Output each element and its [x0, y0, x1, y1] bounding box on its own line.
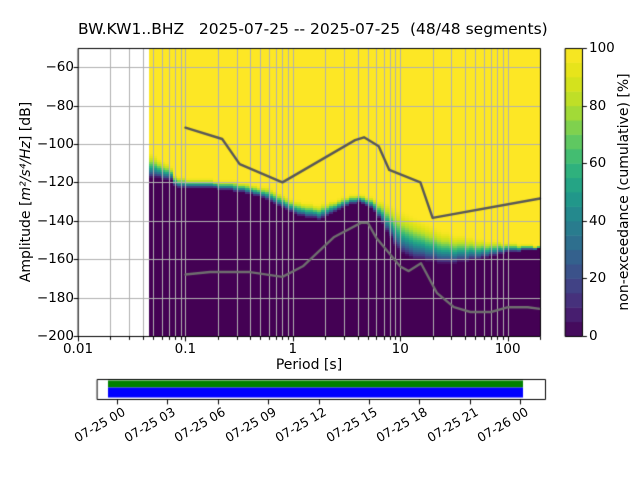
y-axis-label: Amplitude [m²/s⁴/Hz] [dB]: [18, 102, 34, 282]
x-tick-label: 10: [391, 341, 409, 357]
colorbar-tick-label: 60: [589, 155, 607, 172]
plot-title: BW.KW1..BHZ 2025-07-25 -- 2025-07-25 (48…: [78, 20, 548, 38]
x-tick-label: 0.1: [174, 341, 197, 357]
y-tick-label: −60: [45, 59, 75, 76]
colorbar-tick-label: 40: [589, 212, 607, 229]
x-tick-label: 1: [288, 341, 298, 357]
y-tick-label: −140: [36, 212, 74, 229]
colorbar-tick-label: 20: [589, 270, 607, 287]
y-axis-label-prefix: Amplitude [: [18, 200, 34, 283]
x-axis-label: Period [s]: [275, 357, 343, 373]
y-tick-label: −200: [36, 328, 74, 344]
y-tick-label: −180: [36, 289, 74, 306]
y-axis-label-suffix: ] [dB]: [18, 101, 34, 142]
y-tick-label: −120: [36, 174, 74, 191]
x-tick-label: 100: [494, 341, 521, 357]
colorbar-tick-label: 0: [589, 328, 598, 344]
colorbar-label: non-exceedance (cumulative) [%]: [616, 73, 632, 311]
colorbar-tick-label: 100: [589, 40, 615, 56]
y-tick-label: −100: [36, 136, 74, 152]
x-tick-label: 0.01: [62, 341, 94, 357]
y-tick-label: −160: [36, 251, 74, 268]
y-tick-label: −80: [45, 97, 75, 114]
colorbar-tick-label: 80: [589, 97, 607, 114]
y-axis-label-units: m²/s⁴/Hz: [18, 141, 34, 201]
